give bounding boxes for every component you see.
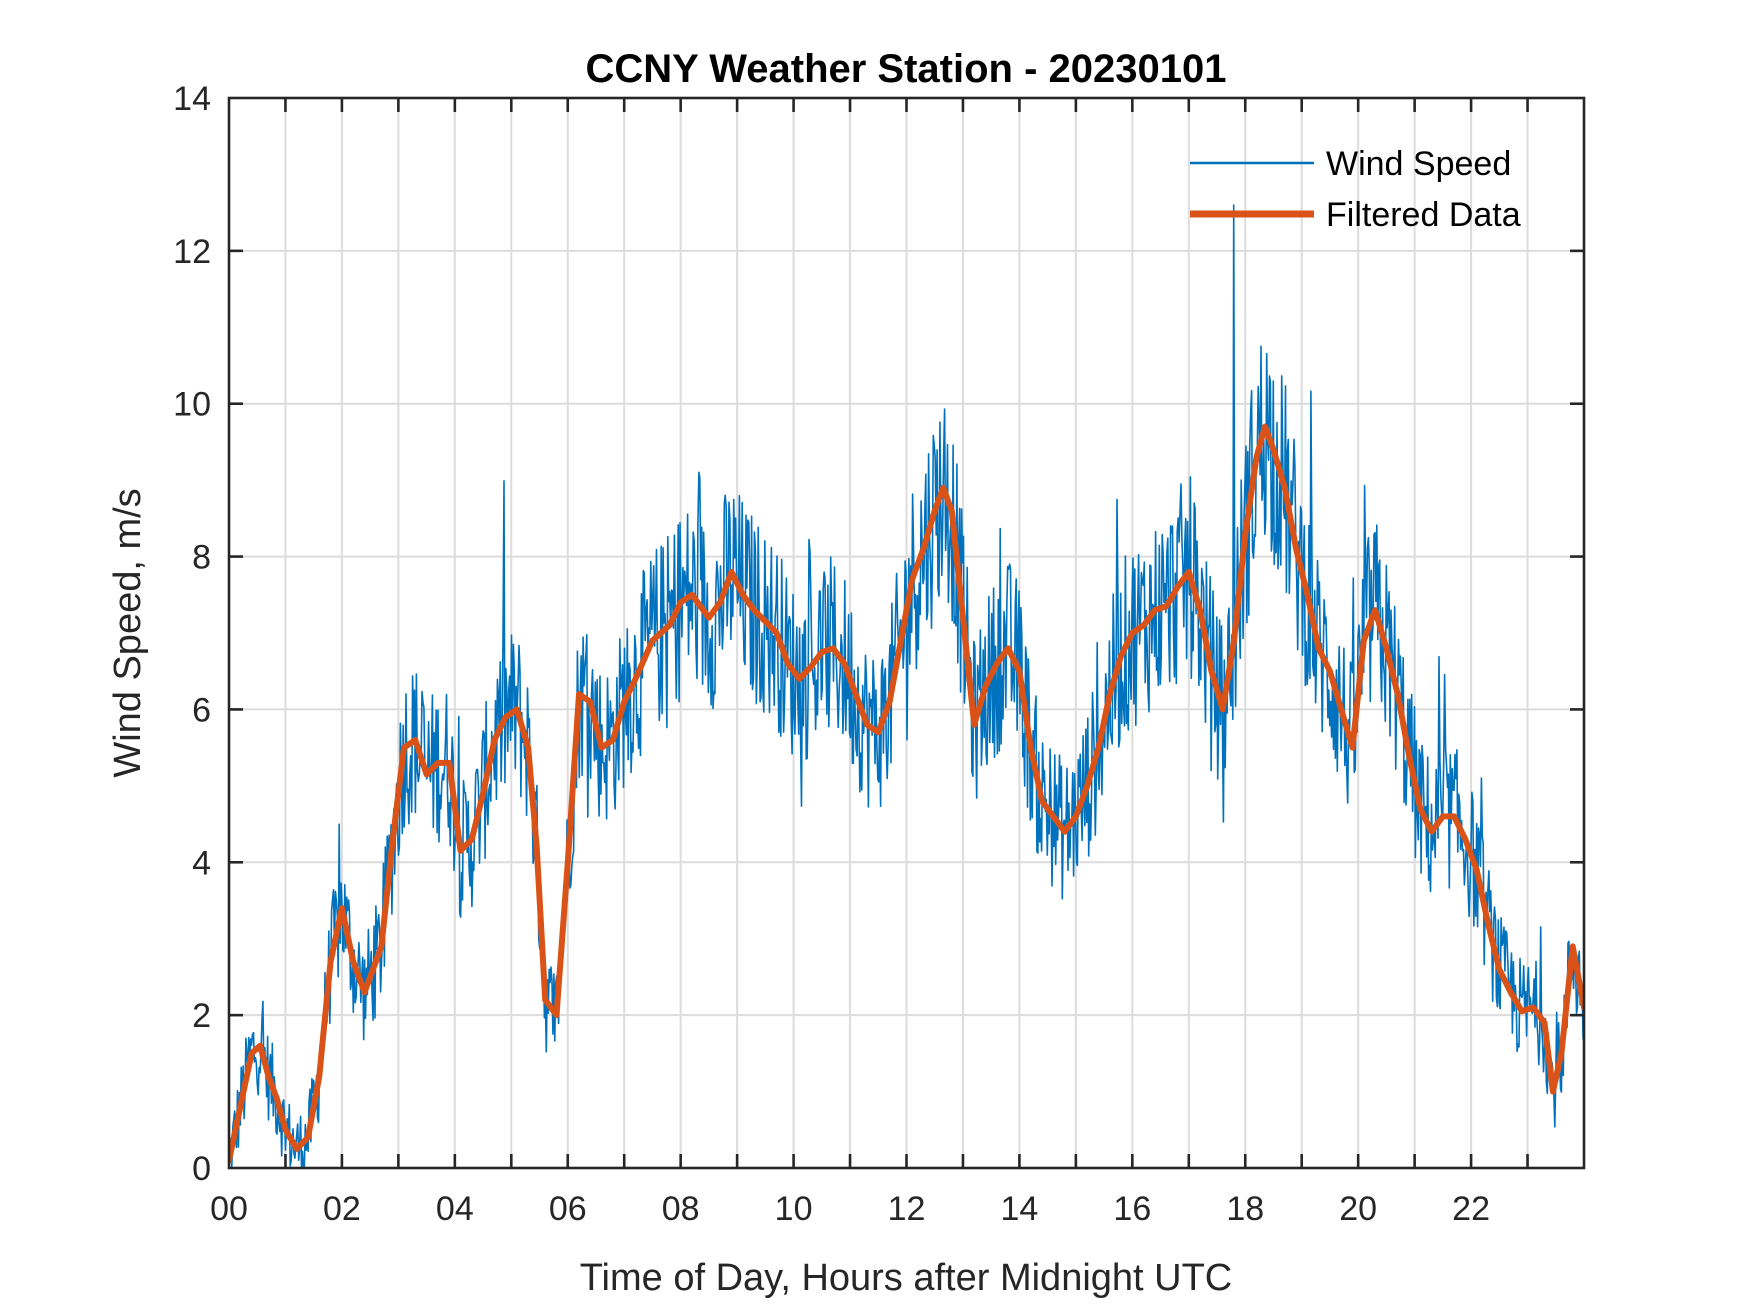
legend-label-wind-speed: Wind Speed <box>1326 145 1511 183</box>
chart-title: CCNY Weather Station - 20230101 <box>586 47 1227 91</box>
x-tick-label: 20 <box>1339 1190 1377 1228</box>
y-tick-label: 14 <box>173 80 211 118</box>
x-tick-label: 04 <box>436 1190 474 1228</box>
series-line-wind-speed <box>229 204 1584 1168</box>
x-tick-label: 10 <box>775 1190 813 1228</box>
x-tick-label: 06 <box>549 1190 587 1228</box>
x-tick-label: 08 <box>662 1190 700 1228</box>
series-line-filtered-data <box>229 423 1584 1164</box>
x-tick-label: 22 <box>1452 1190 1490 1228</box>
x-axis-label: Time of Day, Hours after Midnight UTC <box>580 1257 1233 1299</box>
x-tick-label: 00 <box>210 1190 248 1228</box>
y-tick-label: 12 <box>173 233 211 271</box>
x-tick-label: 14 <box>1001 1190 1039 1228</box>
series-group <box>229 204 1584 1168</box>
y-tick-label: 0 <box>192 1150 211 1188</box>
y-axis-label: Wind Speed, m/s <box>107 488 149 777</box>
y-tick-label: 10 <box>173 386 211 424</box>
legend: Wind Speed Filtered Data <box>1190 145 1521 234</box>
legend-label-filtered-data: Filtered Data <box>1326 196 1521 234</box>
y-tick-label: 6 <box>192 691 211 729</box>
x-tick-label: 18 <box>1226 1190 1264 1228</box>
y-tick-label: 8 <box>192 539 211 577</box>
x-tick-label: 02 <box>323 1190 361 1228</box>
x-tick-label: 16 <box>1113 1190 1151 1228</box>
y-tick-label: 4 <box>192 844 211 882</box>
x-tick-label: 12 <box>888 1190 926 1228</box>
y-tick-label: 2 <box>192 997 211 1035</box>
